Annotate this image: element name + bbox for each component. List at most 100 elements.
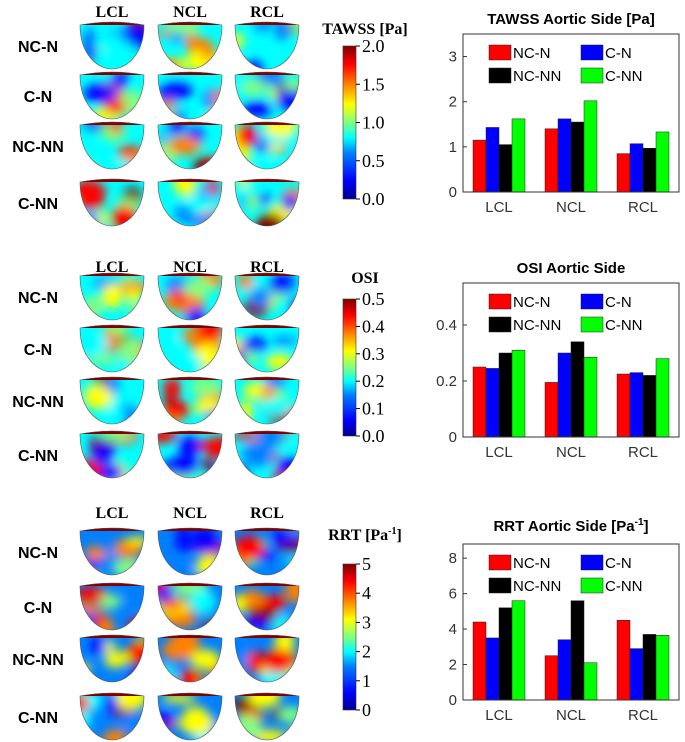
y-tick-label: 0 xyxy=(449,429,457,446)
bar-chart-1: TAWSS Aortic Side [Pa] LCL NCL RCL 0 1 2 3 NC-N C… xyxy=(449,11,680,216)
map-patch xyxy=(190,377,221,397)
contour-map xyxy=(235,22,299,69)
map-patch xyxy=(158,431,178,444)
map-patch xyxy=(252,160,282,169)
legend-label-c-nn: C-NN xyxy=(605,578,643,595)
y-tick-label: 6 xyxy=(449,586,457,603)
map-patch xyxy=(127,667,144,682)
map-patch xyxy=(241,337,268,352)
map-patch xyxy=(84,29,98,56)
bar-c-nn-lcl xyxy=(511,118,526,193)
map-patch xyxy=(80,180,106,206)
map-patch xyxy=(163,564,195,575)
map-patch xyxy=(179,710,214,736)
map-patch xyxy=(85,355,118,365)
map-outline xyxy=(234,324,300,373)
map-patch xyxy=(237,273,254,290)
map-patch xyxy=(175,534,192,552)
bar-c-n-ncl xyxy=(557,639,572,701)
contour-map xyxy=(80,635,144,682)
map-outline xyxy=(234,430,300,479)
map-patch xyxy=(241,78,266,97)
map-outline xyxy=(157,430,223,479)
map-patch xyxy=(158,712,174,725)
map-patch xyxy=(184,195,216,213)
y-tick-label: 4 xyxy=(449,621,457,638)
colorbar-gradient xyxy=(342,298,357,437)
contour-map xyxy=(80,273,144,320)
y-tick-label: 2 xyxy=(449,94,457,111)
map-rim xyxy=(80,635,144,638)
map-outline xyxy=(79,324,145,373)
map-patch xyxy=(211,89,222,104)
map-rim xyxy=(158,22,222,25)
map-outline xyxy=(157,121,223,170)
bar-nc-n-lcl xyxy=(472,139,487,193)
map-rim xyxy=(80,72,144,75)
map-patch xyxy=(272,336,297,346)
map-patch xyxy=(80,694,89,714)
x-tick-label-rcl: RCL xyxy=(628,707,658,724)
map-rim xyxy=(158,528,222,531)
bar-c-nn-ncl xyxy=(583,662,598,701)
map-patch xyxy=(80,159,95,169)
map-rim xyxy=(235,583,299,586)
map-rim xyxy=(80,325,144,328)
map-patch xyxy=(163,292,176,311)
colorbar-tick-label: 5 xyxy=(362,554,371,574)
map-rim xyxy=(235,122,299,125)
row-label-c-n: C-N xyxy=(24,342,52,359)
osi-colorbar: OSI 0.5 0.4 0.3 0.2 0.1 0.0 xyxy=(342,270,385,446)
legend-swatch-c-n xyxy=(580,554,604,571)
bar-c-n-ncl xyxy=(557,118,572,193)
map-outline xyxy=(234,272,300,321)
map-patch xyxy=(284,583,299,603)
map-patch xyxy=(275,90,299,110)
colorbar-tick-label: 0.3 xyxy=(362,344,385,364)
axes-frame xyxy=(462,33,680,193)
y-tick-label: 0.2 xyxy=(436,373,457,390)
bar-nc-nn-ncl xyxy=(570,341,585,438)
colorbar-tick-label: 0.4 xyxy=(362,316,385,336)
legend-swatch-nc-n xyxy=(488,554,512,571)
map-patch xyxy=(184,353,203,372)
osi-panel: LCL NCL RCLNC-NC-NNC-NNC-NNOSI0.50.40.30.2… xyxy=(12,259,385,479)
contour-map xyxy=(158,528,222,575)
map-outline xyxy=(79,21,145,70)
map-patch xyxy=(165,22,201,35)
map-patch xyxy=(83,83,118,103)
map-patch xyxy=(202,618,222,630)
colorbar-tick-label: 0 xyxy=(362,700,371,720)
map-patch xyxy=(271,469,299,478)
map-rim xyxy=(80,122,144,125)
map-patch xyxy=(173,179,197,197)
tawss-colorbar: TAWSS [Pa]2.0 1.5 1.0 0.5 0.0 xyxy=(322,21,408,209)
bar-nc-n-ncl xyxy=(544,655,559,701)
map-patch xyxy=(161,330,178,351)
row-label-c-n: C-N xyxy=(24,600,52,617)
contour-map xyxy=(158,583,222,630)
map-outline xyxy=(79,178,145,227)
map-rim xyxy=(80,273,144,276)
map-outline xyxy=(157,178,223,227)
bar-c-n-lcl xyxy=(485,368,500,438)
map-patch xyxy=(287,407,299,424)
colorbar-tick-label: 4 xyxy=(362,583,371,603)
map-patches xyxy=(235,635,299,682)
map-patch xyxy=(263,122,298,138)
y-tick-label: 0.4 xyxy=(436,317,457,334)
colorbar-tick-label: 0.5 xyxy=(362,151,385,171)
map-patch xyxy=(126,641,144,661)
map-patch xyxy=(283,78,299,92)
bar-c-nn-ncl xyxy=(583,100,598,193)
legend-label-c-nn: C-NN xyxy=(605,68,643,85)
map-patch xyxy=(186,307,206,320)
map-patch xyxy=(125,536,144,546)
map-patch xyxy=(112,559,144,575)
map-patch xyxy=(235,57,244,66)
contour-map xyxy=(80,431,144,478)
map-patch xyxy=(247,650,264,674)
bar-nc-n-rcl xyxy=(616,373,631,438)
map-rim xyxy=(235,377,299,380)
map-patch xyxy=(95,212,109,222)
